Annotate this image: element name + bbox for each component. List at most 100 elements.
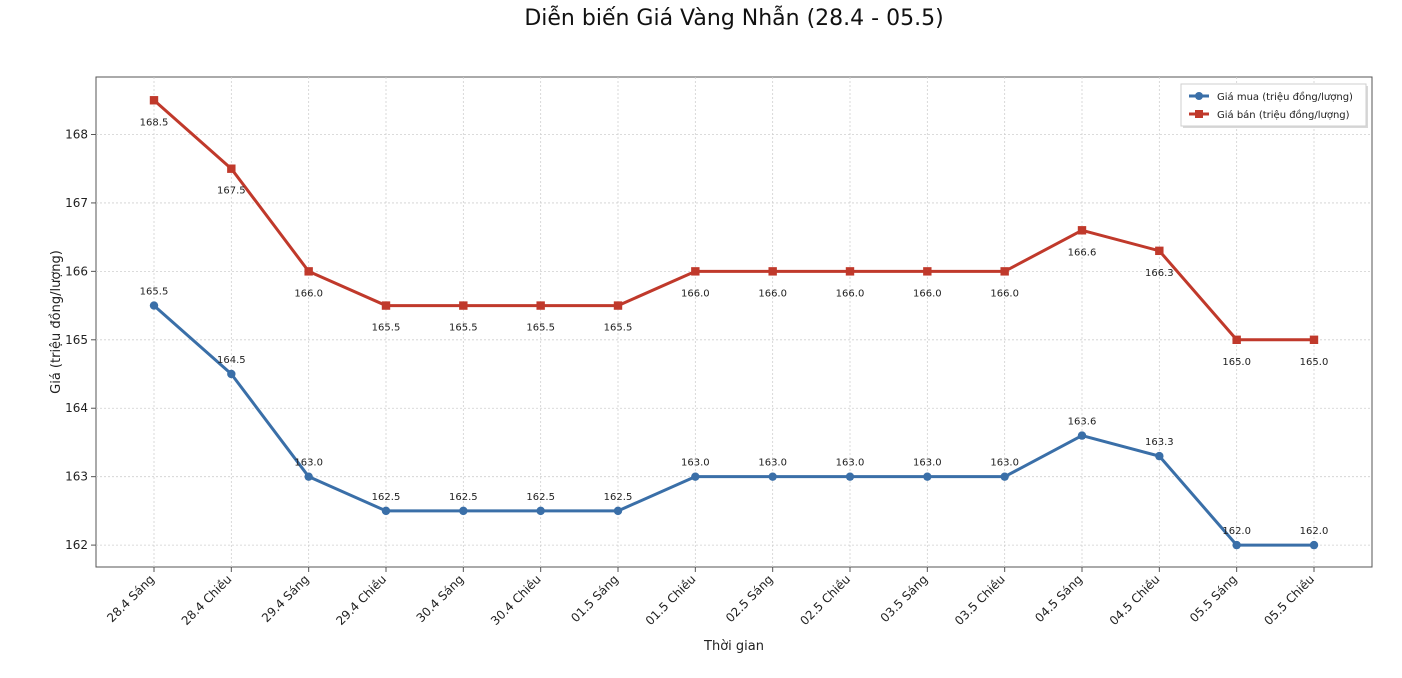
sell-price-point [923,267,932,276]
buy-price-data-label: 162.0 [1300,526,1329,537]
sell-price-data-label: 166.0 [681,288,710,299]
sell-price-point [768,267,777,276]
x-tick-label: 03.5 Chiều [952,572,1008,628]
buy-price-data-label: 163.0 [758,458,787,469]
chart-title: Diễn biến Giá Vàng Nhẫn (28.4 - 05.5) [524,5,943,31]
buy-price-point [923,472,932,481]
sell-price-data-label: 165.5 [526,323,555,334]
sell-price-point [613,301,623,310]
sell-price-point [691,267,700,276]
sell-price-point [536,301,545,310]
sell-price-legend-label: Giá bán (triệu đồng/lượng) [1217,109,1350,121]
buy-price-point [536,506,545,516]
buy-price-point [1232,540,1241,550]
sell-price-point [845,267,855,276]
buy-price-point [1077,431,1087,440]
x-tick-label: 28.4 Sáng [104,572,157,625]
sell-price-data-label: 165.5 [604,323,633,334]
x-tick-label: 01.5 Chiều [643,572,699,628]
sell-price-point [304,267,313,276]
sell-price-data-label: 166.6 [1068,247,1097,258]
sell-price-point [227,164,236,173]
buy-price-data-label: 163.0 [294,458,323,469]
sell-price-data-label: 166.0 [990,288,1019,299]
buy-price-point [149,301,159,310]
sell-price-data-label: 166.3 [1145,268,1174,279]
sell-price-data-label: 166.0 [913,288,942,299]
legend: Giá mua (triệu đồng/lượng) Giá bán (triệu… [1180,83,1368,128]
y-tick-label: 164 [65,401,88,415]
x-tick-label: 05.5 Chiều [1261,572,1317,628]
x-tick-label: 30.4 Sáng [414,572,467,625]
y-tick-label: 165 [65,333,88,347]
buy-price-point [1309,540,1319,550]
x-tick-label: 02.5 Chiều [797,572,853,628]
series-layer [149,96,1319,550]
sell-price-point [1000,267,1009,276]
sell-price-point [1077,226,1087,235]
x-tick-label: 29.4 Chiều [333,572,389,628]
x-tick-label: 30.4 Chiều [488,572,544,628]
x-tick-label: 29.4 Sáng [259,572,312,625]
buy-price-data-label: 163.0 [681,458,710,469]
sell-price-data-label: 167.5 [217,186,246,197]
x-tick-label: 28.4 Chiều [179,572,235,628]
buy-price-data-label: 163.3 [1145,437,1174,448]
sell-price-data-label: 166.0 [758,288,787,299]
buy-price-point [845,472,855,481]
sell-price-point [381,301,391,310]
buy-price-data-label: 163.0 [990,458,1019,469]
buy-price-point [613,506,623,516]
sell-price-point [1309,335,1319,344]
sell-price-point [1155,246,1164,256]
y-tick-label: 168 [65,127,88,141]
buy-price-data-label: 162.0 [1222,526,1251,537]
y-axis-title: Giá (triệu đồng/lượng) [49,250,64,394]
buy-price-point [304,472,313,481]
buy-price-data-label: 163.6 [1068,417,1097,428]
buy-price-data-label: 162.5 [604,492,633,503]
y-tick-label: 162 [65,538,88,552]
buy-price-point [1155,451,1164,461]
buy-price-point [1000,472,1009,481]
buy-price-data-label: 162.5 [372,492,401,503]
sell-price-data-label: 165.0 [1222,357,1251,368]
y-tick-label: 166 [65,264,88,278]
x-tick-label: 05.5 Sáng [1187,572,1240,625]
buy-price-legend-label: Giá mua (triệu đồng/lượng) [1217,91,1353,103]
buy-price-data-label: 163.0 [913,458,942,469]
sell-price-data-label: 168.5 [140,117,169,128]
plot-area: 28.4 Sáng 28.4 Chiều 29.4 Sáng 29.4 Chiều 30… [65,76,1373,628]
x-tick-label: 04.5 Chiều [1107,572,1163,628]
buy-price-point [381,506,391,516]
sell-price-data-label: 166.0 [294,288,323,299]
x-axis-title: Thời gian [703,639,764,654]
sell-price-legend-marker [1195,110,1203,118]
buy-price-point [227,369,236,379]
sell-price-data-label: 165.5 [449,323,478,334]
x-tick-label: 01.5 Sáng [568,572,621,625]
buy-price-point [691,472,700,481]
sell-price-data-label: 165.0 [1300,357,1329,368]
buy-price-point [459,506,468,516]
data-label-layer: 165.5 164.5 163.0 162.5 162.5 162.5 162.5 163.0… [140,117,1329,537]
sell-price-point [459,301,468,310]
y-tick-label: 167 [65,196,88,210]
sell-price-data-label: 166.0 [836,288,865,299]
sell-price-data-label: 165.5 [372,323,401,334]
sell-price-point [1232,335,1241,344]
buy-price-data-label: 162.5 [526,492,555,503]
x-tick-label: 03.5 Sáng [878,572,931,625]
buy-price-point [768,472,777,481]
sell-price-point [149,96,159,105]
legend-box [1180,83,1367,127]
grid-layer [96,77,1372,567]
buy-price-data-label: 163.0 [836,458,865,469]
sell-price-series-line [152,98,1316,342]
x-tick-label: 02.5 Sáng [723,572,776,625]
buy-price-legend-marker [1195,92,1203,100]
x-tick-label: 04.5 Sáng [1032,572,1085,625]
buy-price-data-label: 164.5 [217,355,246,366]
